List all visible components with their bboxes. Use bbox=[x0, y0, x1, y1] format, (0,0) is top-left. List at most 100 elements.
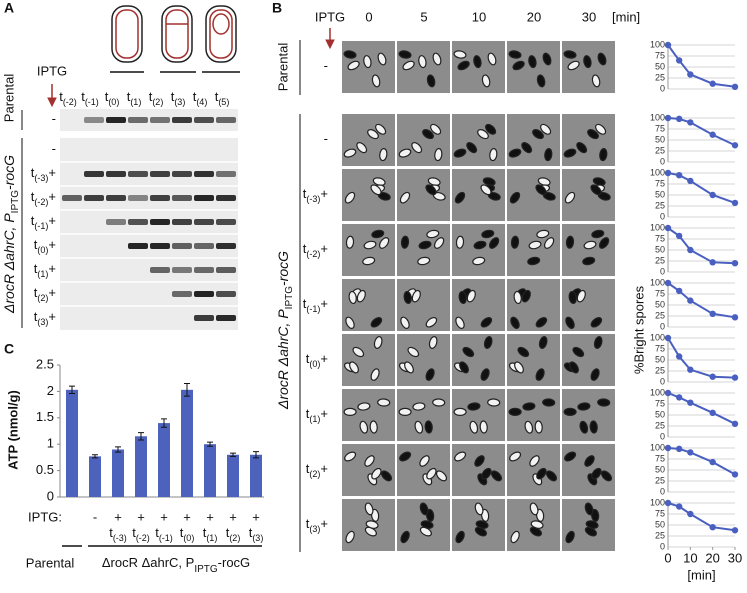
point bbox=[687, 177, 694, 185]
point bbox=[664, 41, 672, 49]
cell bbox=[472, 256, 486, 266]
point bbox=[664, 334, 672, 342]
micrograph bbox=[397, 114, 450, 166]
text-part: (-2) bbox=[136, 533, 150, 543]
text-part: (0) bbox=[309, 359, 320, 369]
x-tick-label: 0 bbox=[664, 550, 671, 565]
text-part: t bbox=[34, 237, 38, 252]
micrograph bbox=[562, 334, 615, 386]
cell bbox=[489, 148, 498, 162]
point bbox=[709, 80, 716, 87]
cell bbox=[453, 148, 467, 158]
text-part: (1) bbox=[130, 97, 141, 107]
text-part: (-1) bbox=[85, 97, 99, 107]
text-part: (-1) bbox=[159, 533, 173, 543]
cell bbox=[400, 530, 410, 544]
cell bbox=[425, 317, 438, 328]
text-part: t bbox=[306, 351, 310, 366]
cell bbox=[371, 74, 381, 88]
micrograph bbox=[507, 224, 560, 276]
text-part: t bbox=[303, 241, 307, 256]
label: - bbox=[52, 111, 56, 126]
text-part: + bbox=[320, 461, 328, 476]
label: t(3) bbox=[171, 89, 186, 107]
cell bbox=[399, 191, 411, 204]
text-part: t bbox=[306, 461, 310, 476]
text-part: (3) bbox=[37, 317, 48, 327]
y-tick-label: 50 bbox=[655, 189, 665, 199]
series-line bbox=[667, 44, 736, 88]
cell bbox=[370, 508, 380, 522]
text-part: (0) bbox=[183, 533, 194, 543]
cell bbox=[563, 148, 577, 158]
cell bbox=[583, 55, 592, 69]
cell bbox=[426, 229, 440, 239]
text-part: ΔrocR ΔahrC, P bbox=[1, 213, 17, 314]
cell bbox=[375, 123, 387, 135]
point bbox=[675, 232, 683, 240]
y-tick-label: 0 bbox=[660, 83, 665, 93]
cell bbox=[379, 148, 388, 162]
label: t(3) bbox=[249, 525, 264, 543]
micrograph bbox=[562, 114, 615, 166]
point bbox=[731, 471, 739, 478]
cell bbox=[345, 316, 355, 329]
cell bbox=[345, 530, 355, 544]
micrograph bbox=[397, 444, 450, 496]
cell bbox=[432, 52, 442, 66]
y-tick-label: 75 bbox=[655, 343, 665, 353]
point bbox=[675, 353, 683, 360]
cell bbox=[479, 420, 488, 434]
time-header: 0 bbox=[365, 9, 372, 24]
x-axis-title: [min] bbox=[687, 567, 715, 582]
cell bbox=[370, 368, 380, 381]
cell bbox=[545, 470, 558, 482]
text-part: t bbox=[34, 309, 38, 324]
time-header: 10 bbox=[472, 9, 486, 24]
text-part: + bbox=[320, 186, 328, 201]
cell bbox=[399, 451, 412, 462]
point bbox=[675, 287, 683, 295]
cell bbox=[544, 148, 553, 162]
micrograph bbox=[342, 444, 395, 496]
blot-band bbox=[172, 117, 192, 123]
blot-band bbox=[172, 291, 192, 297]
cell bbox=[345, 235, 355, 249]
cell bbox=[590, 184, 602, 196]
cell bbox=[536, 467, 547, 480]
text-part: t bbox=[306, 516, 310, 531]
cell bbox=[529, 502, 539, 516]
y-tick-label: 100 bbox=[650, 387, 665, 397]
iptg-sign: + bbox=[206, 509, 214, 524]
blot-band bbox=[216, 267, 236, 273]
blot-band bbox=[150, 171, 170, 177]
cell bbox=[377, 398, 391, 407]
strain-label: ΔrocR ΔahrC, PIPTG-rocG bbox=[102, 555, 250, 575]
iptg-label: IPTG: bbox=[28, 509, 62, 524]
blot-band bbox=[62, 195, 82, 201]
micrograph bbox=[397, 334, 450, 386]
text-part: + bbox=[48, 165, 56, 180]
error-bar bbox=[69, 385, 75, 395]
text-part: (3) bbox=[174, 97, 185, 107]
text-part: + bbox=[320, 516, 328, 531]
cell bbox=[398, 50, 412, 59]
cell bbox=[467, 402, 481, 411]
x-tick-label: 20 bbox=[705, 550, 719, 565]
cell bbox=[485, 123, 497, 135]
cell bbox=[565, 316, 575, 329]
cell bbox=[535, 184, 547, 196]
cell bbox=[422, 129, 434, 140]
text-part: t bbox=[215, 89, 219, 104]
y-tick-label: 50 bbox=[655, 409, 665, 419]
text-part: t bbox=[31, 189, 35, 204]
label: t(2)+ bbox=[34, 285, 56, 303]
text-part: (3) bbox=[252, 533, 263, 543]
text-part: + bbox=[320, 241, 328, 256]
cell bbox=[600, 470, 613, 482]
label: t(0)+ bbox=[306, 351, 328, 369]
y-tick-label: 75 bbox=[655, 50, 665, 60]
point bbox=[687, 366, 694, 373]
point bbox=[675, 115, 683, 123]
cell bbox=[407, 346, 420, 358]
